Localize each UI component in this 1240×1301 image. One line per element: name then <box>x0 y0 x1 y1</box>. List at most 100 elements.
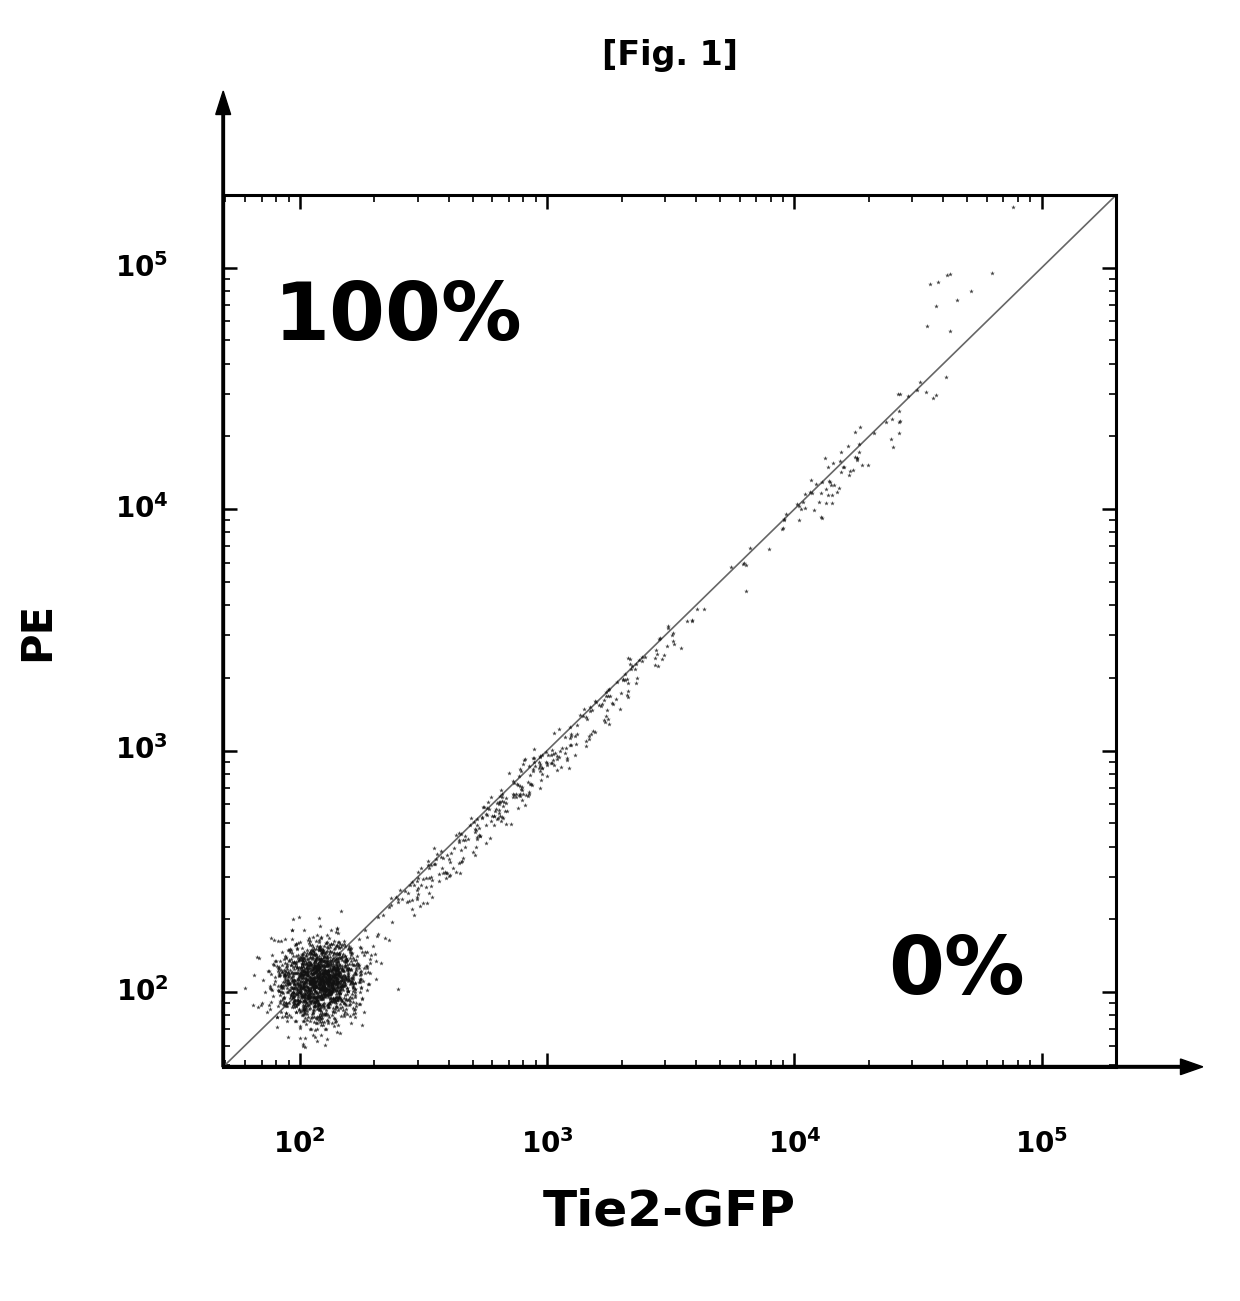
Point <box>300 977 320 998</box>
Point <box>325 964 345 985</box>
Point <box>321 964 341 985</box>
Point <box>275 972 295 993</box>
Point <box>378 930 398 951</box>
Point <box>293 972 312 993</box>
Point <box>312 967 332 987</box>
Point <box>284 997 304 1017</box>
Point <box>322 998 342 1019</box>
Point <box>326 986 346 1007</box>
Point <box>327 990 347 1011</box>
Point <box>330 982 350 1003</box>
Point <box>926 295 946 316</box>
Point <box>419 883 439 904</box>
Point <box>296 958 316 978</box>
Point <box>310 973 330 994</box>
Point <box>336 969 356 990</box>
Point <box>324 978 343 999</box>
Point <box>321 968 341 989</box>
Point <box>306 961 326 982</box>
Point <box>326 964 346 985</box>
Point <box>327 943 347 964</box>
Point <box>615 670 635 691</box>
Point <box>320 937 340 958</box>
Point <box>309 999 329 1020</box>
Point <box>317 973 337 994</box>
Point <box>317 954 337 974</box>
Point <box>413 869 433 890</box>
Point <box>326 974 346 995</box>
Point <box>295 1011 315 1032</box>
Point <box>317 978 337 999</box>
Point <box>455 837 475 857</box>
Point <box>300 971 320 991</box>
Point <box>295 990 315 1011</box>
Point <box>335 964 355 985</box>
Point <box>293 954 312 974</box>
Point <box>319 965 339 986</box>
Point <box>606 671 626 692</box>
Point <box>304 971 324 991</box>
Point <box>281 963 301 984</box>
Point <box>315 967 335 987</box>
Point <box>423 870 443 891</box>
Point <box>326 945 346 965</box>
Point <box>286 1002 306 1023</box>
Point <box>536 752 556 773</box>
Point <box>314 998 334 1019</box>
Text: $\mathbf{10^2}$: $\mathbf{10^2}$ <box>274 1129 326 1159</box>
Point <box>324 958 343 978</box>
Point <box>759 539 779 559</box>
Point <box>274 964 294 985</box>
Point <box>412 859 432 879</box>
Point <box>272 955 291 976</box>
Point <box>301 943 321 964</box>
Point <box>296 972 316 993</box>
Point <box>305 956 325 977</box>
Point <box>290 965 310 986</box>
Point <box>295 964 315 985</box>
Point <box>299 978 319 999</box>
Point <box>304 995 324 1016</box>
Point <box>329 958 348 978</box>
Point <box>279 951 299 972</box>
Point <box>305 971 325 991</box>
Point <box>304 984 324 1004</box>
Point <box>309 998 329 1019</box>
Point <box>319 959 339 980</box>
Point <box>331 973 351 994</box>
Text: $\mathbf{10^5}$: $\mathbf{10^5}$ <box>115 252 169 282</box>
Point <box>264 955 284 976</box>
Point <box>521 774 541 795</box>
Point <box>408 879 428 900</box>
Point <box>315 977 335 998</box>
Point <box>277 995 296 1016</box>
Point <box>317 961 337 982</box>
Point <box>361 952 381 973</box>
Point <box>269 959 289 980</box>
Point <box>322 954 342 974</box>
Point <box>404 876 424 896</box>
Point <box>304 987 324 1008</box>
Point <box>332 946 352 967</box>
Point <box>296 993 316 1013</box>
Point <box>314 1011 334 1032</box>
Point <box>296 961 316 982</box>
Point <box>296 980 316 1000</box>
Point <box>314 984 334 1004</box>
Point <box>309 985 329 1006</box>
Point <box>320 982 340 1003</box>
Point <box>330 967 350 987</box>
Point <box>304 956 324 977</box>
Point <box>562 725 582 745</box>
Point <box>843 459 863 480</box>
Point <box>291 956 311 977</box>
Point <box>492 807 512 827</box>
Point <box>260 976 280 997</box>
Point <box>342 971 362 991</box>
Point <box>319 960 339 981</box>
Point <box>310 916 330 937</box>
Point <box>492 785 512 805</box>
Point <box>316 981 336 1002</box>
Point <box>325 967 345 987</box>
Point <box>288 974 308 995</box>
